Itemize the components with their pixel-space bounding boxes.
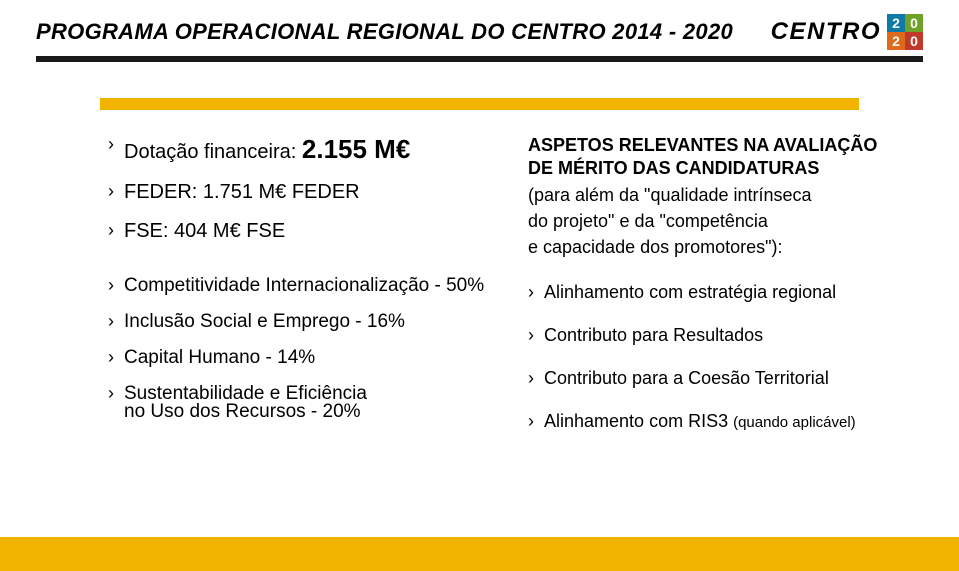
criterion-1: Alinhamento com estratégia regional: [528, 282, 895, 303]
logo-2020-grid: 2 0 2 0: [887, 14, 923, 50]
criterion-4-text: Alinhamento com RIS3: [544, 411, 733, 431]
priority-4-line1: Sustentabilidade e Eficiência: [124, 383, 367, 404]
funding-fse-text: FSE: 404 M€ FSE: [124, 220, 285, 242]
content: Dotação financeira: 2.155 M€ FEDER: 1.75…: [0, 110, 959, 441]
program-title: PROGRAMA OPERACIONAL REGIONAL DO CENTRO …: [36, 19, 733, 45]
funding-total-label: Dotação financeira:: [124, 141, 302, 163]
priority-1-text: Competitividade Internacionalização - 50…: [124, 275, 484, 296]
criterion-3: Contributo para a Coesão Territorial: [528, 368, 895, 389]
header-row: PROGRAMA OPERACIONAL REGIONAL DO CENTRO …: [36, 14, 923, 50]
evaluation-paren-l1: (para além da "qualidade intrínseca: [528, 183, 895, 207]
criterion-3-text: Contributo para a Coesão Territorial: [544, 368, 829, 388]
slide-page: PROGRAMA OPERACIONAL REGIONAL DO CENTRO …: [0, 0, 959, 571]
priority-2: Inclusão Social e Emprego - 16%: [108, 311, 488, 333]
logo-word: CENTRO: [771, 18, 881, 46]
criterion-4-note: (quando aplicável): [733, 414, 856, 431]
evaluation-heading-l2: DE MÉRITO DAS CANDIDATURAS: [528, 157, 895, 180]
header: PROGRAMA OPERACIONAL REGIONAL DO CENTRO …: [0, 0, 959, 62]
priority-4: Sustentabilidade e Eficiência: [108, 383, 488, 405]
criterion-2-text: Contributo para Resultados: [544, 325, 763, 345]
criterion-1-text: Alinhamento com estratégia regional: [544, 282, 836, 302]
evaluation-paren-l2: do projeto" e da "competência: [528, 209, 895, 233]
evaluation-paren-l3: e capacidade dos promotores"):: [528, 235, 895, 259]
criterion-4: Alinhamento com RIS3 (quando aplicável): [528, 411, 895, 432]
centro-2020-logo: CENTRO 2 0 2 0: [771, 14, 923, 50]
logo-cell-2: 2: [887, 32, 905, 50]
accent-bar: [100, 98, 859, 110]
priority-3-text: Capital Humano - 14%: [124, 347, 315, 368]
priority-1: Competitividade Internacionalização - 50…: [108, 275, 488, 297]
footer-accent-band: [0, 537, 959, 571]
funding-feder-row: FEDER: 1.751 M€ FEDER: [108, 181, 488, 204]
funding-feder-text: FEDER: 1.751 M€ FEDER: [124, 181, 360, 203]
left-column: Dotação financeira: 2.155 M€ FEDER: 1.75…: [108, 134, 488, 441]
logo-cell-3: 0: [905, 32, 923, 50]
logo-cell-1: 0: [905, 14, 923, 32]
priority-3: Capital Humano - 14%: [108, 347, 488, 369]
funding-total-value: 2.155 M€: [302, 134, 410, 164]
criterion-2: Contributo para Resultados: [528, 325, 895, 346]
right-column: ASPETOS RELEVANTES NA AVALIAÇÃO DE MÉRIT…: [528, 134, 923, 441]
evaluation-heading-l1: ASPETOS RELEVANTES NA AVALIAÇÃO: [528, 134, 895, 157]
logo-cell-0: 2: [887, 14, 905, 32]
header-rule: [36, 56, 923, 62]
priority-2-text: Inclusão Social e Emprego - 16%: [124, 311, 405, 332]
funding-fse-row: FSE: 404 M€ FSE: [108, 220, 488, 243]
funding-total-row: Dotação financeira: 2.155 M€: [108, 134, 488, 165]
